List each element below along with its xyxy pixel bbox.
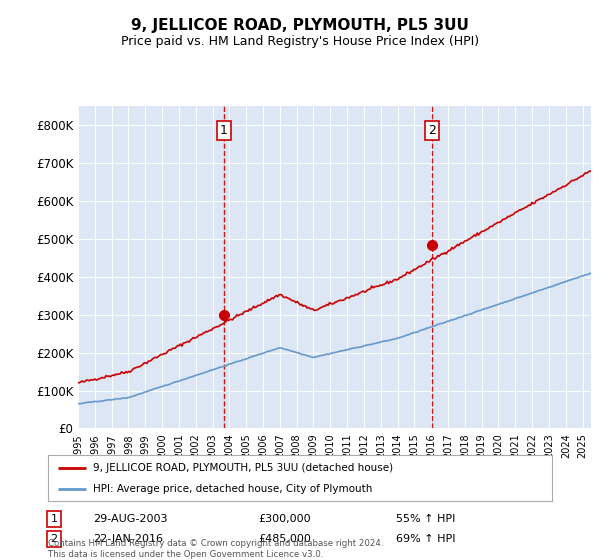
Text: 2: 2 xyxy=(428,124,436,137)
Text: 69% ↑ HPI: 69% ↑ HPI xyxy=(396,534,455,544)
Text: £485,000: £485,000 xyxy=(258,534,311,544)
Text: 55% ↑ HPI: 55% ↑ HPI xyxy=(396,514,455,524)
Text: Price paid vs. HM Land Registry's House Price Index (HPI): Price paid vs. HM Land Registry's House … xyxy=(121,35,479,48)
Text: 9, JELLICOE ROAD, PLYMOUTH, PL5 3UU: 9, JELLICOE ROAD, PLYMOUTH, PL5 3UU xyxy=(131,18,469,33)
Text: 9, JELLICOE ROAD, PLYMOUTH, PL5 3UU (detached house): 9, JELLICOE ROAD, PLYMOUTH, PL5 3UU (det… xyxy=(94,463,394,473)
Text: £300,000: £300,000 xyxy=(258,514,311,524)
Text: 29-AUG-2003: 29-AUG-2003 xyxy=(93,514,167,524)
Text: 2: 2 xyxy=(50,534,58,544)
Text: 1: 1 xyxy=(220,124,227,137)
Text: 1: 1 xyxy=(50,514,58,524)
Text: 22-JAN-2016: 22-JAN-2016 xyxy=(93,534,163,544)
Text: HPI: Average price, detached house, City of Plymouth: HPI: Average price, detached house, City… xyxy=(94,484,373,494)
Text: Contains HM Land Registry data © Crown copyright and database right 2024.
This d: Contains HM Land Registry data © Crown c… xyxy=(48,539,383,559)
